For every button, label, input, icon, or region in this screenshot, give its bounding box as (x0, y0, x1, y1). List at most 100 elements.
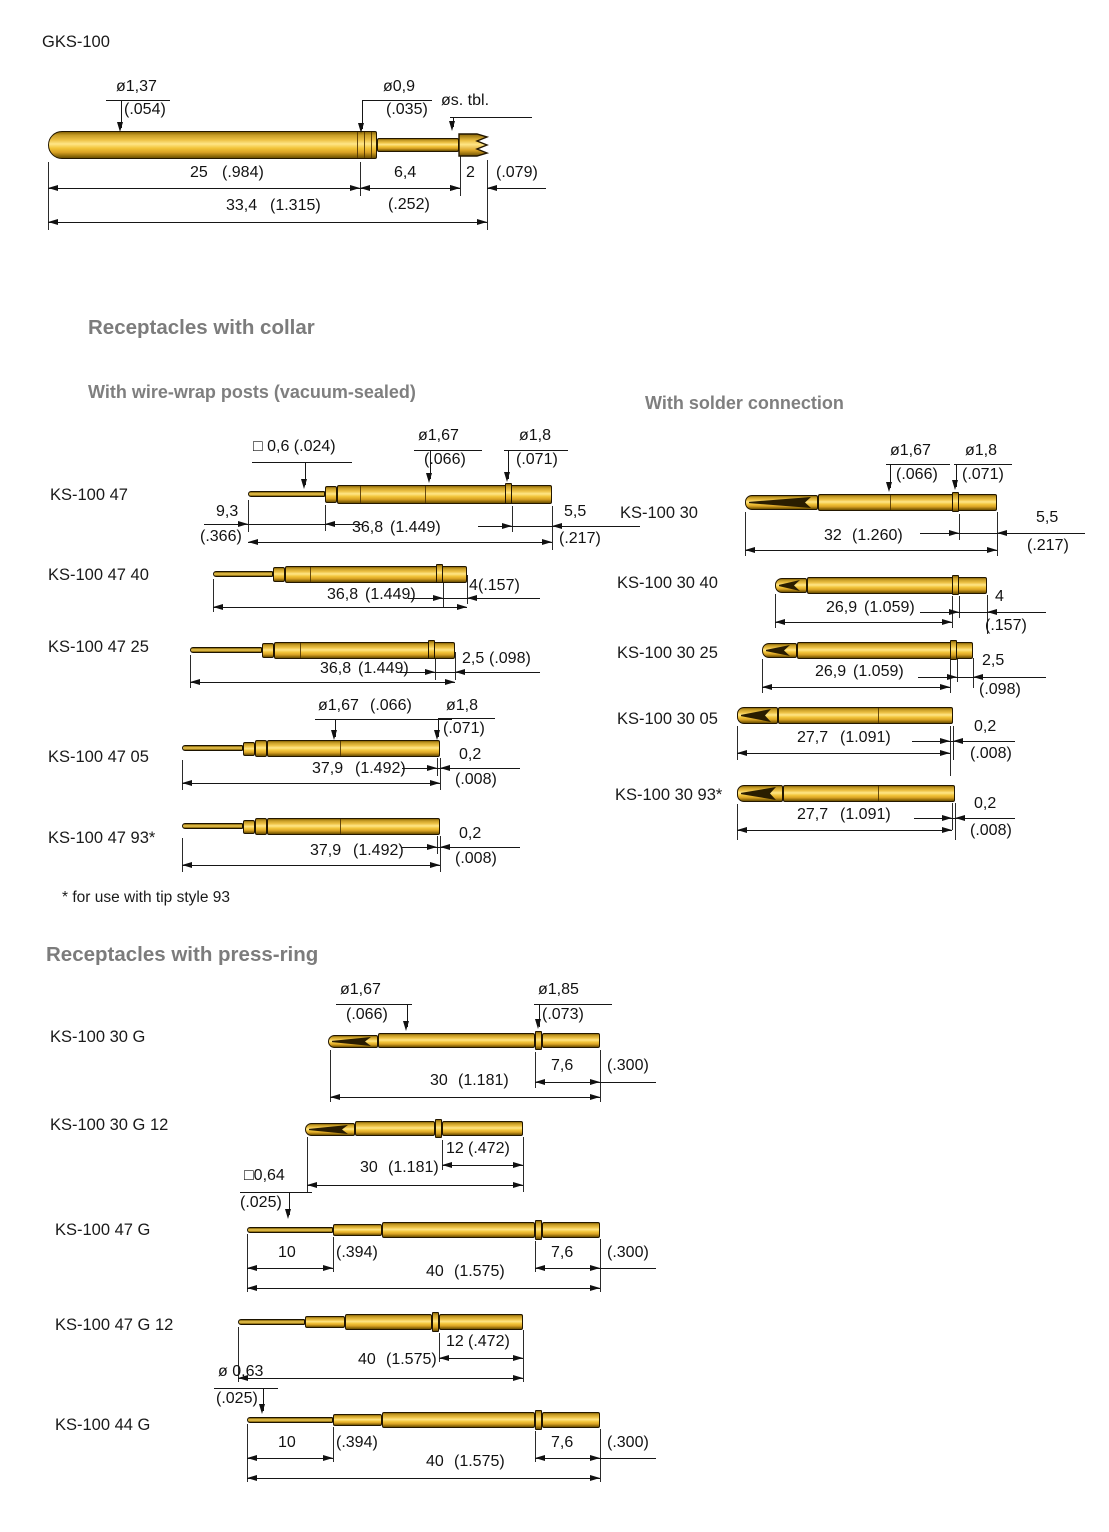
heading-solder: With solder connection (645, 393, 844, 413)
dim-text: 10 (278, 1244, 296, 1261)
arrowhead (940, 684, 950, 690)
press-ring (436, 564, 443, 583)
leader-line (305, 462, 307, 485)
dim-text: (1.260) (852, 527, 903, 544)
segment-divider (360, 486, 361, 503)
extension-line (957, 658, 958, 682)
arrowhead (762, 684, 772, 690)
extension-line (440, 758, 441, 790)
leader-arrow (403, 1021, 409, 1031)
dimension-line (439, 1358, 523, 1360)
dimension-line (745, 550, 997, 552)
dimension-line (336, 1004, 412, 1006)
extension-line (182, 760, 183, 790)
arrowhead (590, 1265, 600, 1271)
dim-text: (.472) (468, 1140, 510, 1157)
arrowhead (590, 1475, 600, 1481)
segment-divider (371, 132, 372, 158)
dimension-line (400, 672, 540, 674)
dim-text: (.008) (970, 822, 1012, 839)
arrowhead (247, 1265, 257, 1271)
dim-text: ø1,67 (340, 981, 381, 998)
press-ring (535, 1220, 542, 1240)
dim-text: (1.492) (353, 842, 404, 859)
arrowhead (445, 679, 455, 685)
segment-divider (878, 708, 879, 723)
dimension-line (247, 1478, 600, 1480)
arrowhead (737, 827, 747, 833)
probe-segment (442, 1121, 523, 1136)
arrowhead (430, 780, 440, 786)
solder-slot (749, 497, 811, 508)
extension-line (190, 655, 191, 688)
arrowhead (425, 669, 435, 675)
probe-segment (243, 742, 255, 756)
leader-line (289, 1192, 291, 1215)
extension-line (955, 803, 956, 840)
dim-text: ø1,85 (538, 981, 579, 998)
extension-line (775, 594, 776, 628)
figure-label-ks-100-30-93: KS-100 30 93* (615, 786, 723, 804)
dimension-line (190, 682, 455, 684)
arrowhead (590, 1455, 600, 1461)
arrowhead (590, 1285, 600, 1291)
dim-text: 7,6 (551, 1244, 574, 1261)
arrowhead (330, 1094, 340, 1100)
arrowhead (477, 219, 487, 225)
dim-text: (1.575) (454, 1263, 505, 1280)
probe-segment (345, 1314, 432, 1330)
extension-line (333, 1237, 334, 1272)
extension-line (443, 575, 444, 608)
arrowhead (953, 738, 963, 744)
dimension-line (106, 100, 170, 102)
dim-text: (1.449) (358, 660, 409, 677)
segment-divider (425, 486, 426, 503)
figure-label-ks-100-44-g: KS-100 44 G (55, 1416, 151, 1434)
dimension-line (402, 847, 520, 849)
dim-text: (1.449) (390, 519, 441, 536)
arrowhead (430, 862, 440, 868)
probe-segment (807, 577, 987, 594)
probe-segment (382, 1412, 535, 1428)
dim-text: 40 (358, 1351, 376, 1368)
leader-arrow (449, 121, 455, 131)
extension-line (360, 162, 361, 196)
solder-slot (766, 645, 790, 656)
dimension-line (360, 188, 460, 190)
dim-text: (.025) (216, 1390, 258, 1407)
press-ring (428, 640, 435, 659)
dim-text: (.394) (336, 1244, 378, 1261)
arrowhead (487, 185, 497, 191)
dimension-line (238, 1378, 523, 1380)
probe-segment (783, 785, 955, 802)
dim-text: 2,5 (462, 650, 485, 667)
arrowhead (323, 1265, 333, 1271)
dim-text: (.025) (240, 1194, 282, 1211)
figure-label-ks-100-47-g-12: KS-100 47 G 12 (55, 1316, 174, 1334)
extension-line (333, 1427, 334, 1462)
dim-text: (1.091) (840, 806, 891, 823)
dim-text: ø1,67 (318, 697, 359, 714)
dim-text: (.300) (607, 1434, 649, 1451)
arrowhead (48, 185, 58, 191)
segment-divider (310, 567, 311, 582)
arrowhead (940, 738, 950, 744)
dim-text: (1.449) (365, 586, 416, 603)
dimension-line (182, 865, 440, 867)
dim-text: 2 (466, 164, 475, 181)
dim-text: (.073) (542, 1006, 584, 1023)
wire-wrap-post (238, 1319, 305, 1325)
extension-line (950, 726, 951, 776)
extension-line (238, 1327, 239, 1382)
figure-label-ks-100-47-g: KS-100 47 G (55, 1221, 151, 1239)
extension-line (762, 659, 763, 693)
footnote-tip-style: * for use with tip style 93 (62, 889, 230, 906)
figure-label-ks-100-30-05: KS-100 30 05 (617, 710, 718, 728)
dim-text: 12 (446, 1333, 464, 1350)
probe-segment (274, 642, 455, 659)
arrowhead (997, 530, 1007, 536)
